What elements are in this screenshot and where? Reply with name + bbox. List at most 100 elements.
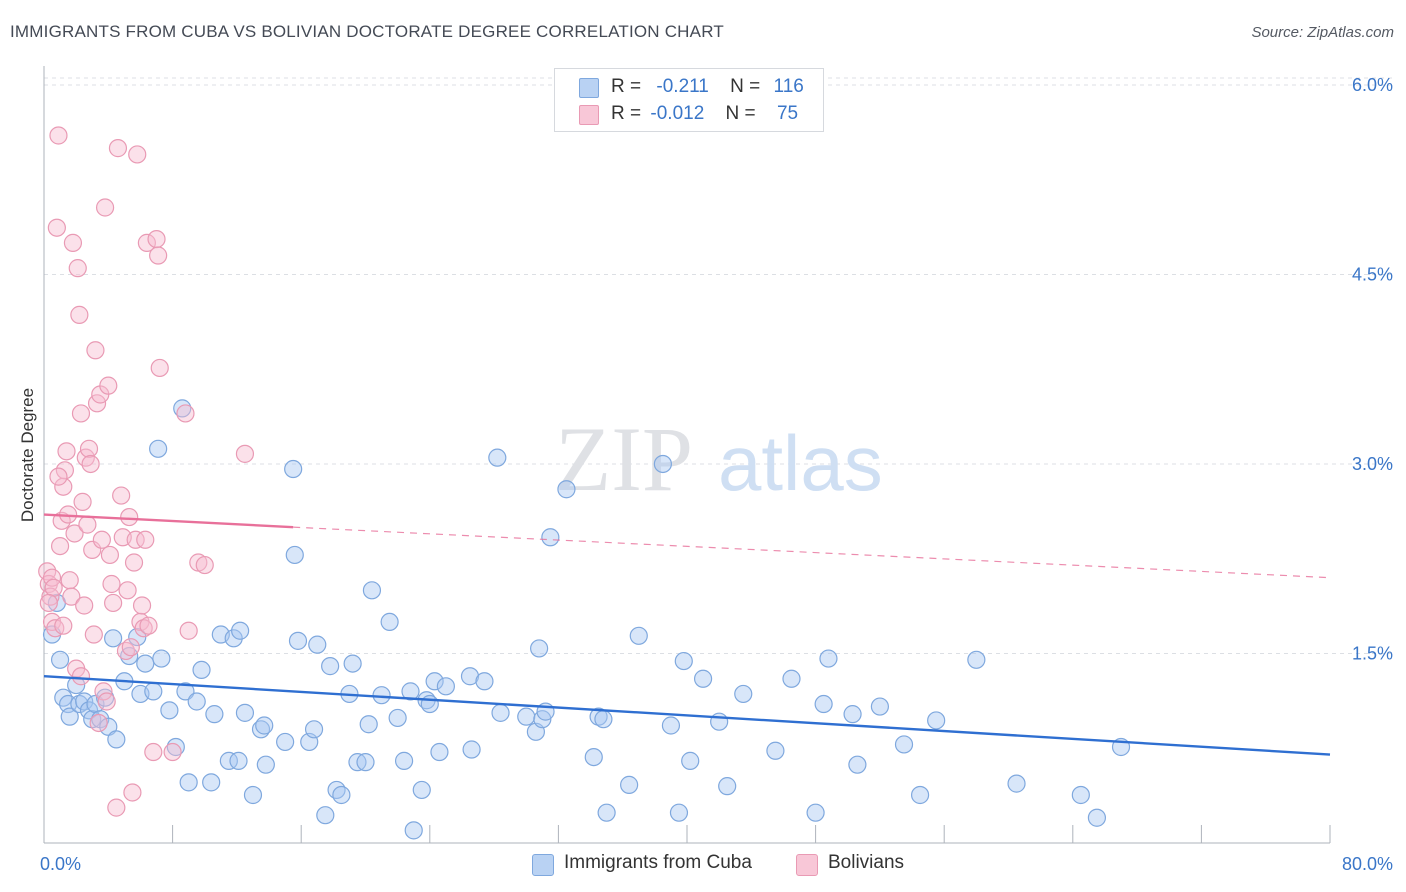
legend-n-value: 116: [773, 76, 804, 97]
point-cuba: [681, 751, 700, 770]
point-bolivians: [68, 259, 87, 278]
point-cuba: [285, 545, 304, 565]
point-bolivians: [147, 229, 166, 249]
point-cuba: [176, 682, 195, 701]
point-cuba: [149, 439, 168, 458]
point-cuba: [243, 785, 263, 805]
point-cuba: [205, 705, 224, 724]
point-bolivians: [123, 783, 142, 802]
point-bolivians: [54, 616, 73, 635]
point-cuba: [235, 703, 255, 722]
point-cuba: [488, 448, 507, 467]
point-cuba: [412, 780, 431, 800]
point-cuba: [187, 692, 206, 711]
point-cuba: [597, 803, 616, 822]
point-cuba: [60, 707, 79, 726]
point-cuba: [276, 732, 295, 752]
point-cuba: [401, 682, 420, 701]
y-tick-label: 1.5%: [1352, 643, 1393, 663]
point-bolivians: [134, 619, 153, 638]
point-cuba: [693, 669, 713, 688]
y-tick-label: 6.0%: [1352, 75, 1393, 95]
point-bolivians: [163, 742, 182, 762]
point-bolivians: [121, 638, 140, 657]
y-tick-label: 3.0%: [1352, 454, 1393, 474]
trend-cuba-line: [43, 675, 1331, 756]
point-cuba: [475, 672, 494, 691]
point-cuba: [491, 703, 510, 722]
point-cuba: [927, 711, 946, 730]
point-cuba: [308, 635, 327, 654]
point-cuba: [843, 705, 862, 724]
bottom-legend-label-cuba: Immigrants from Cuba: [564, 852, 752, 873]
bottom-legend-swatch-cuba: [532, 854, 554, 876]
point-cuba: [1071, 785, 1090, 805]
point-cuba: [436, 677, 455, 696]
point-bolivians: [78, 515, 97, 534]
point-cuba: [420, 694, 439, 714]
point-bolivians: [126, 530, 145, 549]
point-bolivians: [79, 439, 99, 458]
point-bolivians: [124, 553, 144, 572]
point-cuba: [594, 710, 613, 729]
point-bolivians: [179, 621, 198, 640]
point-bolivians: [104, 593, 123, 613]
point-bolivians: [62, 587, 81, 606]
legend-r-value: -0.211: [656, 76, 709, 97]
chart-title: IMMIGRANTS FROM CUBA VS BOLIVIAN DOCTORA…: [10, 22, 724, 41]
point-cuba: [541, 528, 560, 547]
point-cuba: [814, 694, 833, 714]
y-tick-label: 4.5%: [1352, 264, 1393, 284]
point-bolivians: [128, 145, 147, 164]
point-bolivians: [71, 667, 91, 686]
point-cuba: [388, 708, 407, 728]
point-bolivians: [99, 376, 118, 395]
point-bolivians: [107, 798, 126, 817]
point-cuba: [179, 773, 198, 792]
point-cuba: [669, 803, 689, 822]
point-cuba: [674, 651, 693, 671]
point-cuba: [229, 751, 248, 770]
point-cuba: [173, 399, 192, 418]
point-cuba: [372, 686, 391, 705]
point-cuba: [255, 716, 274, 735]
point-cuba: [1007, 774, 1026, 793]
point-cuba: [356, 753, 375, 772]
point-bolivians: [81, 454, 100, 474]
bottom-legend-label-bolivians: Bolivians: [828, 852, 905, 873]
point-bolivians: [195, 555, 214, 575]
point-bolivians: [94, 682, 113, 701]
point-cuba: [343, 654, 362, 673]
point-bolivians: [44, 578, 63, 597]
point-cuba: [380, 612, 399, 632]
point-cuba: [894, 735, 914, 754]
point-cuba: [870, 697, 890, 716]
point-bolivians: [49, 126, 68, 145]
point-cuba: [460, 667, 480, 686]
point-bolivians: [73, 492, 92, 511]
point-cuba: [557, 480, 576, 499]
watermark-zip: ZIP: [555, 408, 693, 510]
point-bolivians: [39, 593, 58, 613]
point-bolivians: [118, 581, 137, 600]
point-cuba: [629, 626, 648, 645]
correlation-legend: R = -0.211 N = 116 R = -0.012 N = 75: [554, 68, 824, 132]
point-bolivians: [137, 233, 156, 252]
point-bolivians: [75, 596, 94, 615]
point-cuba: [50, 650, 70, 669]
point-cuba: [462, 740, 481, 759]
point-cuba: [782, 669, 801, 688]
point-cuba: [806, 803, 825, 822]
point-cuba: [136, 654, 155, 673]
point-cuba: [848, 755, 867, 774]
point-bolivians: [84, 625, 103, 644]
point-bolivians: [102, 574, 121, 594]
point-bolivians: [95, 198, 115, 217]
point-cuba: [219, 751, 238, 770]
point-cuba: [661, 716, 681, 735]
point-cuba: [152, 649, 171, 668]
point-cuba: [231, 621, 250, 640]
point-bolivians: [49, 467, 68, 486]
point-cuba: [224, 629, 243, 648]
